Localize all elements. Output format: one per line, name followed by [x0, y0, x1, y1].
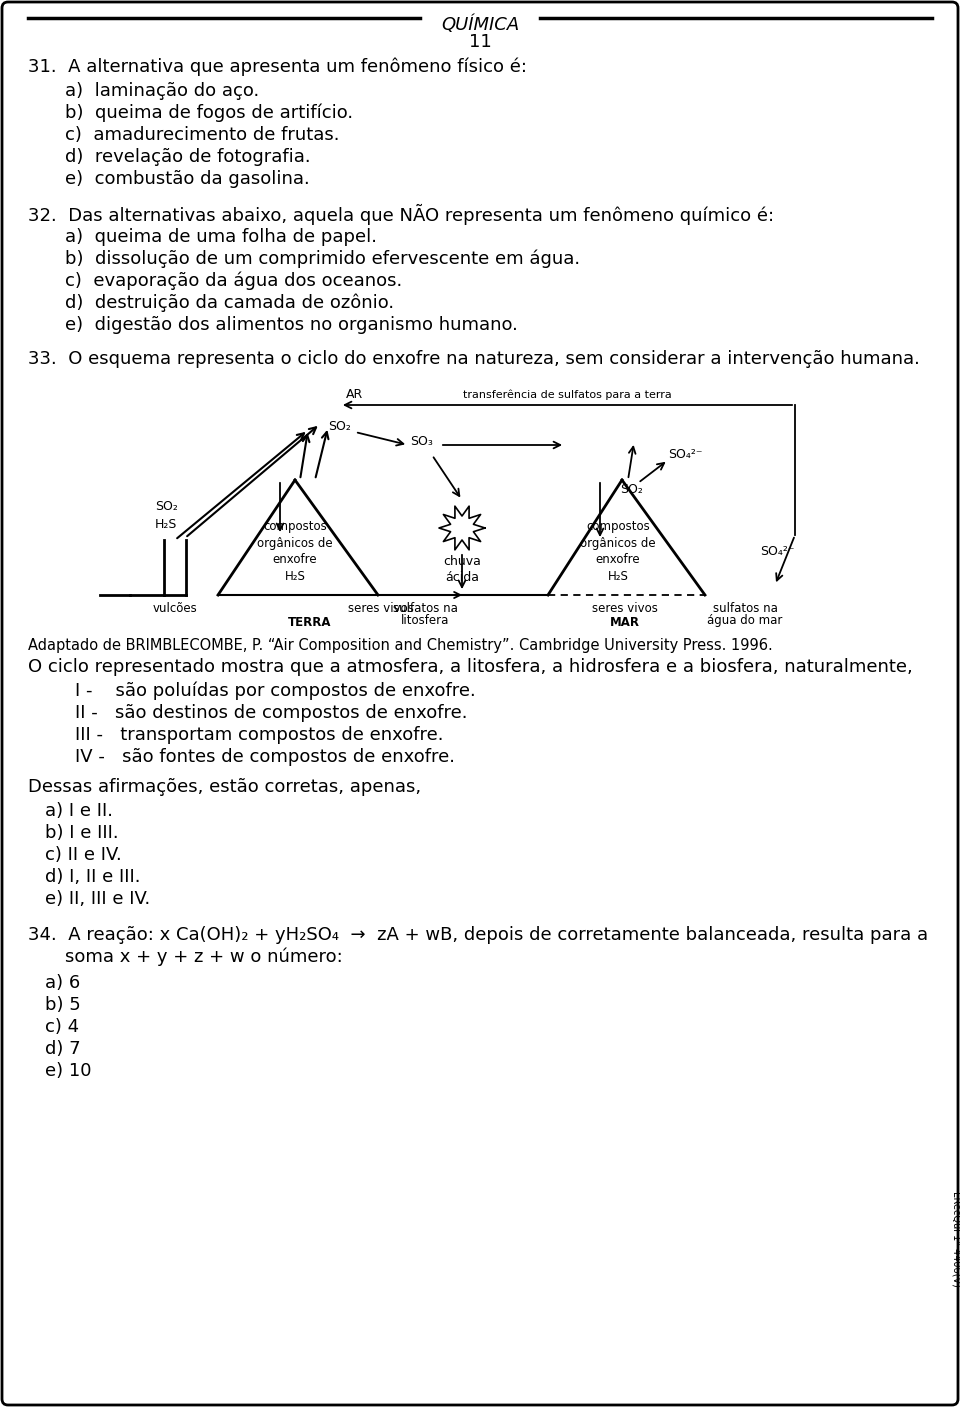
- Text: compostos
orgânicos de
enxofre
H₂S: compostos orgânicos de enxofre H₂S: [257, 521, 333, 582]
- Text: b) I e III.: b) I e III.: [45, 825, 119, 841]
- Text: a) I e II.: a) I e II.: [45, 802, 113, 820]
- Text: d)  destruição da camada de ozônio.: d) destruição da camada de ozônio.: [65, 294, 395, 312]
- Text: litosfera: litosfera: [401, 613, 449, 628]
- Text: II -   são destinos de compostos de enxofre.: II - são destinos de compostos de enxofr…: [75, 704, 468, 722]
- Text: transferência de sulfatos para a terra: transferência de sulfatos para a terra: [463, 390, 671, 401]
- Text: IV -   são fontes de compostos de enxofre.: IV - são fontes de compostos de enxofre.: [75, 749, 455, 765]
- Text: b)  queima de fogos de artifício.: b) queima de fogos de artifício.: [65, 104, 353, 122]
- Text: Dessas afirmações, estão corretas, apenas,: Dessas afirmações, estão corretas, apena…: [28, 778, 421, 796]
- Text: b) 5: b) 5: [45, 996, 81, 1014]
- Text: H₂S: H₂S: [155, 518, 178, 530]
- Text: sulfatos na: sulfatos na: [712, 602, 778, 615]
- Text: AR: AR: [347, 388, 364, 401]
- Text: 32.  Das alternativas abaixo, aquela que NÃO representa um fenômeno químico é:: 32. Das alternativas abaixo, aquela que …: [28, 204, 774, 225]
- Text: O ciclo representado mostra que a atmosfera, a litosfera, a hidrosfera e a biosf: O ciclo representado mostra que a atmosf…: [28, 658, 913, 675]
- Text: 33.  O esquema representa o ciclo do enxofre na natureza, sem considerar a inter: 33. O esquema representa o ciclo do enxo…: [28, 350, 920, 369]
- Text: d)  revelação de fotografia.: d) revelação de fotografia.: [65, 148, 311, 166]
- Text: a) 6: a) 6: [45, 974, 81, 992]
- Text: c)  evaporação da água dos oceanos.: c) evaporação da água dos oceanos.: [65, 272, 402, 290]
- Text: TERRA: TERRA: [288, 616, 332, 629]
- Text: QUÍMICA: QUÍMICA: [441, 15, 519, 35]
- Text: e) 10: e) 10: [45, 1062, 91, 1081]
- Text: d) 7: d) 7: [45, 1040, 81, 1058]
- Text: e)  combustão da gasolina.: e) combustão da gasolina.: [65, 170, 310, 189]
- Text: 34.  A reação: x Ca(OH)₂ + yH₂SO₄  →  zA + wB, depois de corretamente balanceada: 34. A reação: x Ca(OH)₂ + yH₂SO₄ → zA + …: [28, 926, 928, 944]
- Text: chuva
ácida: chuva ácida: [444, 554, 481, 584]
- Text: SO₂: SO₂: [328, 421, 351, 433]
- Text: soma x + y + z + w o número:: soma x + y + z + w o número:: [65, 948, 343, 967]
- Text: SO₂: SO₂: [155, 499, 178, 514]
- Text: c) 4: c) 4: [45, 1019, 79, 1036]
- Text: c)  amadurecimento de frutas.: c) amadurecimento de frutas.: [65, 127, 340, 144]
- Text: e) II, III e IV.: e) II, III e IV.: [45, 891, 151, 908]
- Text: MAR: MAR: [610, 616, 640, 629]
- Text: d) I, II e III.: d) I, II e III.: [45, 868, 140, 886]
- Text: Adaptado de BRIMBLECOMBE, P. “Air Composition and Chemistry”. Cambridge Universi: Adaptado de BRIMBLECOMBE, P. “Air Compos…: [28, 637, 773, 653]
- Text: seres vivos: seres vivos: [592, 602, 658, 615]
- Polygon shape: [439, 507, 485, 550]
- Text: 31.  A alternativa que apresenta um fenômeno físico é:: 31. A alternativa que apresenta um fenôm…: [28, 58, 527, 76]
- Text: c) II e IV.: c) II e IV.: [45, 846, 122, 864]
- Text: SO₄²⁻: SO₄²⁻: [760, 545, 795, 559]
- Text: a)  queima de uma folha de papel.: a) queima de uma folha de papel.: [65, 228, 377, 246]
- Text: 11: 11: [468, 32, 492, 51]
- Text: b)  dissolução de um comprimido efervescente em água.: b) dissolução de um comprimido efervesce…: [65, 250, 580, 269]
- Text: I -    são poluídas por compostos de enxofre.: I - são poluídas por compostos de enxofr…: [75, 682, 476, 701]
- Text: LRecQui 1° 4406(V): LRecQui 1° 4406(V): [952, 1192, 960, 1287]
- Text: vulcões: vulcões: [153, 602, 198, 615]
- Text: SO₂: SO₂: [620, 483, 643, 497]
- Text: SO₄²⁻: SO₄²⁻: [668, 447, 703, 461]
- Text: sulfatos na: sulfatos na: [393, 602, 457, 615]
- Text: compostos
orgânicos de
enxofre
H₂S: compostos orgânicos de enxofre H₂S: [580, 521, 656, 582]
- Text: e)  digestão dos alimentos no organismo humano.: e) digestão dos alimentos no organismo h…: [65, 317, 517, 333]
- Text: seres vivos: seres vivos: [348, 602, 414, 615]
- Text: SO₃: SO₃: [410, 435, 433, 447]
- Text: III -   transportam compostos de enxofre.: III - transportam compostos de enxofre.: [75, 726, 444, 744]
- Text: água do mar: água do mar: [708, 613, 782, 628]
- Text: a)  laminação do aço.: a) laminação do aço.: [65, 82, 259, 100]
